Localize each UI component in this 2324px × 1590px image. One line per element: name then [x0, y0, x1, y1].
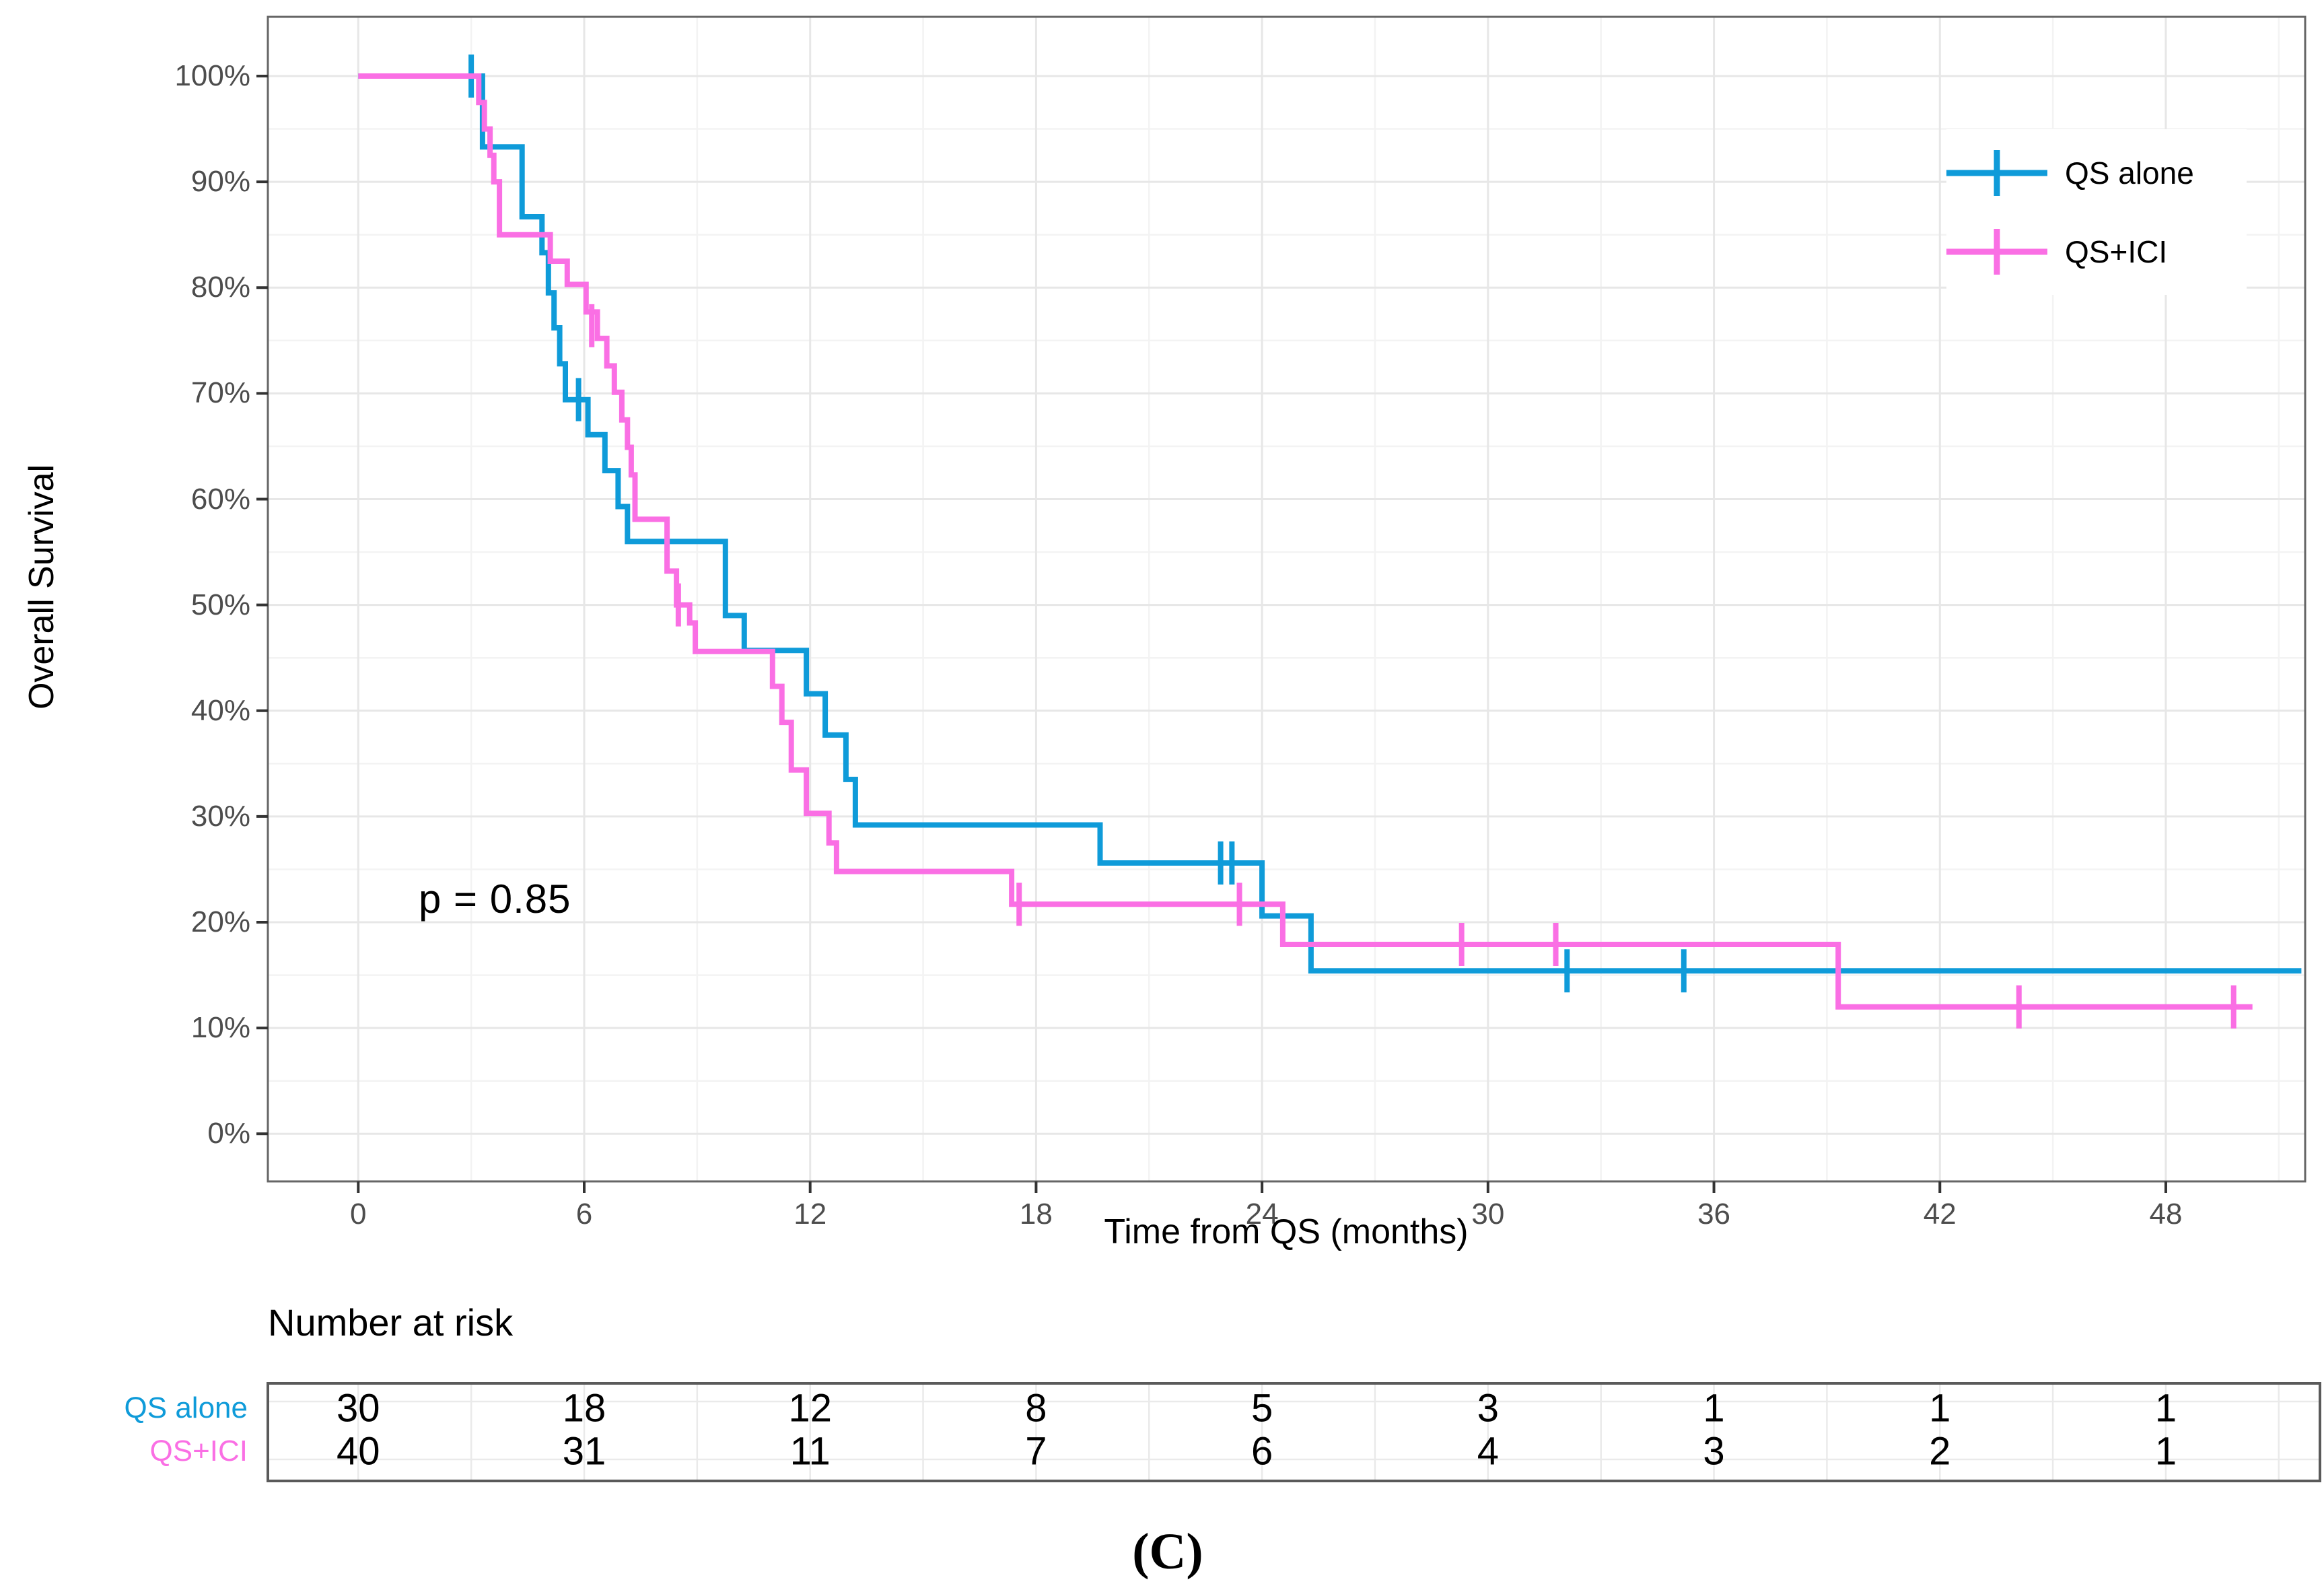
risk-count: 3	[1703, 1429, 1725, 1474]
y-axis-title: Overall Survival	[22, 464, 61, 710]
y-tick-label: 60%	[190, 482, 250, 516]
risk-row-label-qs-ici: QS+ICI	[149, 1435, 248, 1467]
y-tick-label: 10%	[190, 1011, 250, 1045]
x-tick-label: 48	[2149, 1198, 2183, 1231]
censor-cross-icon	[1946, 149, 2047, 196]
x-tick-label: 18	[1019, 1198, 1053, 1231]
survival-curve-0	[358, 73, 2302, 974]
risk-count: 1	[2154, 1386, 2177, 1430]
risk-table-border	[267, 1382, 2321, 1482]
x-tick-label: 6	[575, 1198, 593, 1231]
survival-curve-1	[358, 73, 2253, 1010]
y-tick-label: 80%	[190, 271, 250, 304]
x-tick-label: 0	[350, 1198, 367, 1231]
x-tick-label: 30	[1471, 1198, 1505, 1231]
y-tick-label: 30%	[190, 799, 250, 833]
y-tick-label: 0%	[207, 1117, 250, 1150]
risk-count: 18	[562, 1386, 606, 1430]
y-tick-label: 50%	[190, 588, 250, 621]
x-tick-label: 36	[1697, 1198, 1731, 1231]
risk-table-title: Number at risk	[268, 1301, 514, 1344]
risk-count: 6	[1251, 1429, 1273, 1474]
y-tick-label: 90%	[190, 165, 250, 199]
p-value-annotation: p = 0.85	[419, 876, 571, 922]
censor-cross-icon	[1946, 228, 2047, 275]
figure-caption: (C)	[1132, 1523, 1203, 1580]
y-tick-label: 100%	[174, 59, 250, 92]
risk-count: 2	[1929, 1429, 1951, 1474]
legend-label: QS+ICI	[2065, 234, 2168, 269]
risk-count: 3	[1477, 1386, 1499, 1430]
x-tick-label: 42	[1923, 1198, 1957, 1231]
x-tick-label: 12	[794, 1198, 827, 1231]
risk-count: 8	[1025, 1386, 1047, 1430]
risk-count: 4	[1477, 1429, 1499, 1474]
x-tick-label: 24	[1245, 1198, 1279, 1231]
y-tick-label: 70%	[190, 376, 250, 410]
risk-count: 5	[1251, 1386, 1273, 1430]
legend-label: QS alone	[2065, 155, 2194, 191]
risk-count: 1	[1929, 1386, 1951, 1430]
x-axis-title: Time from QS (months)	[1104, 1212, 1469, 1251]
risk-row-label-qs-alone: QS alone	[124, 1391, 248, 1424]
legend: QS alone QS+ICI	[1946, 129, 2247, 295]
legend-entry-qs-ici: QS+ICI	[1946, 221, 2247, 283]
risk-count: 30	[337, 1386, 380, 1430]
y-tick-label: 20%	[190, 905, 250, 939]
risk-count: 40	[337, 1429, 380, 1474]
risk-count: 1	[2154, 1429, 2177, 1474]
risk-count: 7	[1025, 1429, 1047, 1474]
panel-border	[267, 15, 2307, 1183]
risk-count: 31	[562, 1429, 606, 1474]
risk-count: 11	[789, 1429, 831, 1474]
y-tick-label: 40%	[190, 693, 250, 727]
legend-entry-qs-alone: QS alone	[1946, 142, 2247, 204]
risk-count: 1	[1703, 1386, 1725, 1430]
risk-count: 12	[788, 1386, 832, 1430]
